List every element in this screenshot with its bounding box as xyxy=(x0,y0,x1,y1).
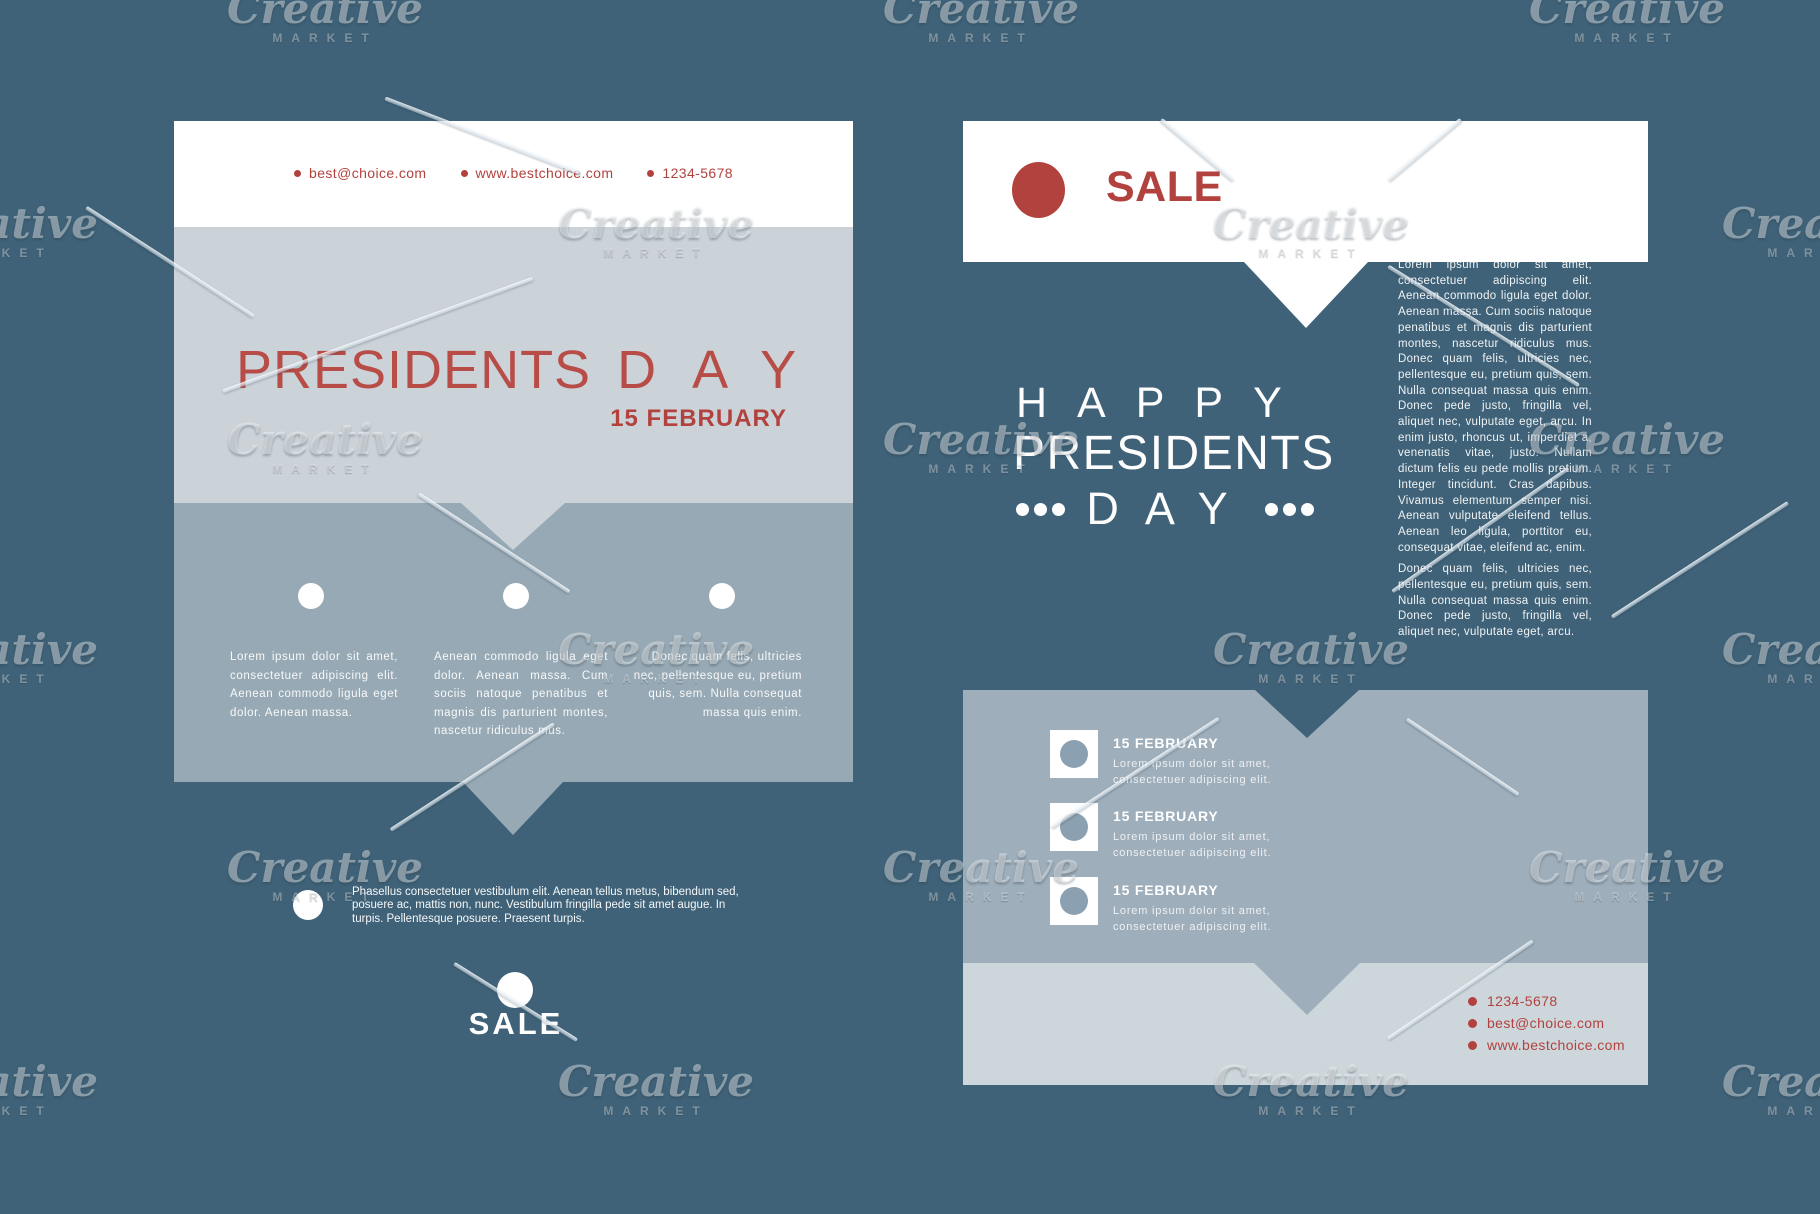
column-bullet-circle xyxy=(503,583,529,609)
contact-email-label: best@choice.com xyxy=(1487,1015,1605,1031)
event-description: Lorem ipsum dolor sit amet, consectetuer… xyxy=(1113,758,1272,786)
body-column-3: Donec quam felis, ultricies nec, pellent… xyxy=(633,651,802,719)
bullet-icon xyxy=(1468,1040,1477,1050)
contact-email-label: best@choice.com xyxy=(309,165,427,181)
flyer-right-events-panel: 15 FEBRUARY Lorem ipsum dolor sit amet, … xyxy=(963,690,1648,1085)
body-text-column: Lorem ipsum dolor sit amet, consectetuer… xyxy=(1398,258,1592,647)
contact-website-label: www.bestchoice.com xyxy=(1487,1037,1625,1053)
headline-day-row: DAY xyxy=(1016,483,1314,535)
event-icon-square xyxy=(1050,877,1098,925)
flyer-title-day: DAY xyxy=(617,340,833,400)
column-bullet-circle xyxy=(709,583,735,609)
contact-phone-label: 1234-5678 xyxy=(1487,993,1558,1009)
headline-happy: HAPPY xyxy=(1016,379,1312,427)
contact-phone: 1234-5678 xyxy=(1468,993,1625,1009)
headline-day: DAY xyxy=(1086,483,1254,534)
dots-right-icon xyxy=(1265,502,1314,516)
flyer-title-main: PRESIDENTS xyxy=(236,340,592,400)
column-bullet-circle xyxy=(298,583,324,609)
body-paragraph-1: Lorem ipsum dolor sit amet, consectetuer… xyxy=(1398,259,1592,554)
sale-badge-circle xyxy=(1012,162,1065,218)
event-item: 15 FEBRUARY Lorem ipsum dolor sit amet, … xyxy=(1113,882,1313,935)
sale-header-label: SALE xyxy=(1106,163,1223,211)
body-column-1: Lorem ipsum dolor sit amet, consectetuer… xyxy=(230,651,398,719)
watermark-diagonal-line xyxy=(1610,501,1790,619)
bullet-icon xyxy=(647,169,655,177)
headline-presidents: PRESIDENTS xyxy=(1013,427,1335,480)
event-icon-square xyxy=(1050,803,1098,851)
contact-email: best@choice.com xyxy=(1468,1015,1625,1031)
bullet-icon xyxy=(1468,1018,1477,1028)
bullet-icon xyxy=(460,169,468,177)
event-date: 15 FEBRUARY xyxy=(1113,735,1219,751)
bottom-pointer-triangle xyxy=(463,782,563,835)
note-bullet-circle xyxy=(293,890,323,920)
contact-website: www.bestchoice.com xyxy=(1468,1037,1625,1053)
flyer-title: PRESIDENTS DAY xyxy=(236,339,832,401)
panel-notch-triangle xyxy=(1255,690,1359,738)
contact-row: best@choice.com www.bestchoice.com 1234-… xyxy=(174,165,853,181)
contact-email: best@choice.com xyxy=(294,165,426,181)
bullet-icon xyxy=(1468,996,1477,1006)
event-item: 15 FEBRUARY Lorem ipsum dolor sit amet, … xyxy=(1113,735,1313,788)
sale-logo-label: SALE xyxy=(468,1006,564,1041)
event-description: Lorem ipsum dolor sit amet, consectetuer… xyxy=(1113,905,1272,933)
contact-phone-label: 1234-5678 xyxy=(662,165,733,181)
dots-left-icon xyxy=(1016,502,1065,516)
contact-website-label: www.bestchoice.com xyxy=(475,165,614,181)
event-date: 15 FEBRUARY xyxy=(1113,882,1219,898)
strip-notch-triangle xyxy=(1254,963,1360,1015)
event-icon-square xyxy=(1050,730,1098,778)
flyer-right-header-bar xyxy=(963,121,1648,262)
flyer-left: best@choice.com www.bestchoice.com 1234-… xyxy=(174,121,853,835)
contact-website: www.bestchoice.com xyxy=(460,165,614,181)
bullet-icon xyxy=(294,169,302,177)
flyer-subtitle-date: 15 FEBRUARY xyxy=(610,405,787,432)
section-pointer-triangle xyxy=(461,503,565,550)
event-circle-icon xyxy=(1060,887,1088,915)
event-description: Lorem ipsum dolor sit amet, consectetuer… xyxy=(1113,831,1272,859)
event-date: 15 FEBRUARY xyxy=(1113,808,1219,824)
sale-logo-circle xyxy=(497,972,533,1008)
event-item: 15 FEBRUARY Lorem ipsum dolor sit amet, … xyxy=(1113,808,1313,861)
body-paragraph-2: Donec quam felis, ultricies nec, pellent… xyxy=(1398,563,1592,639)
event-circle-icon xyxy=(1060,813,1088,841)
contact-phone: 1234-5678 xyxy=(647,165,733,181)
event-circle-icon xyxy=(1060,740,1088,768)
header-bar-pointer-triangle xyxy=(1244,262,1368,328)
body-column-2: Aenean commodo ligula eget dolor. Aenean… xyxy=(434,651,608,738)
note-paragraph: Phasellus consectetuer vestibulum elit. … xyxy=(352,886,739,925)
contact-list: 1234-5678 best@choice.com www.bestchoice… xyxy=(1468,993,1625,1053)
